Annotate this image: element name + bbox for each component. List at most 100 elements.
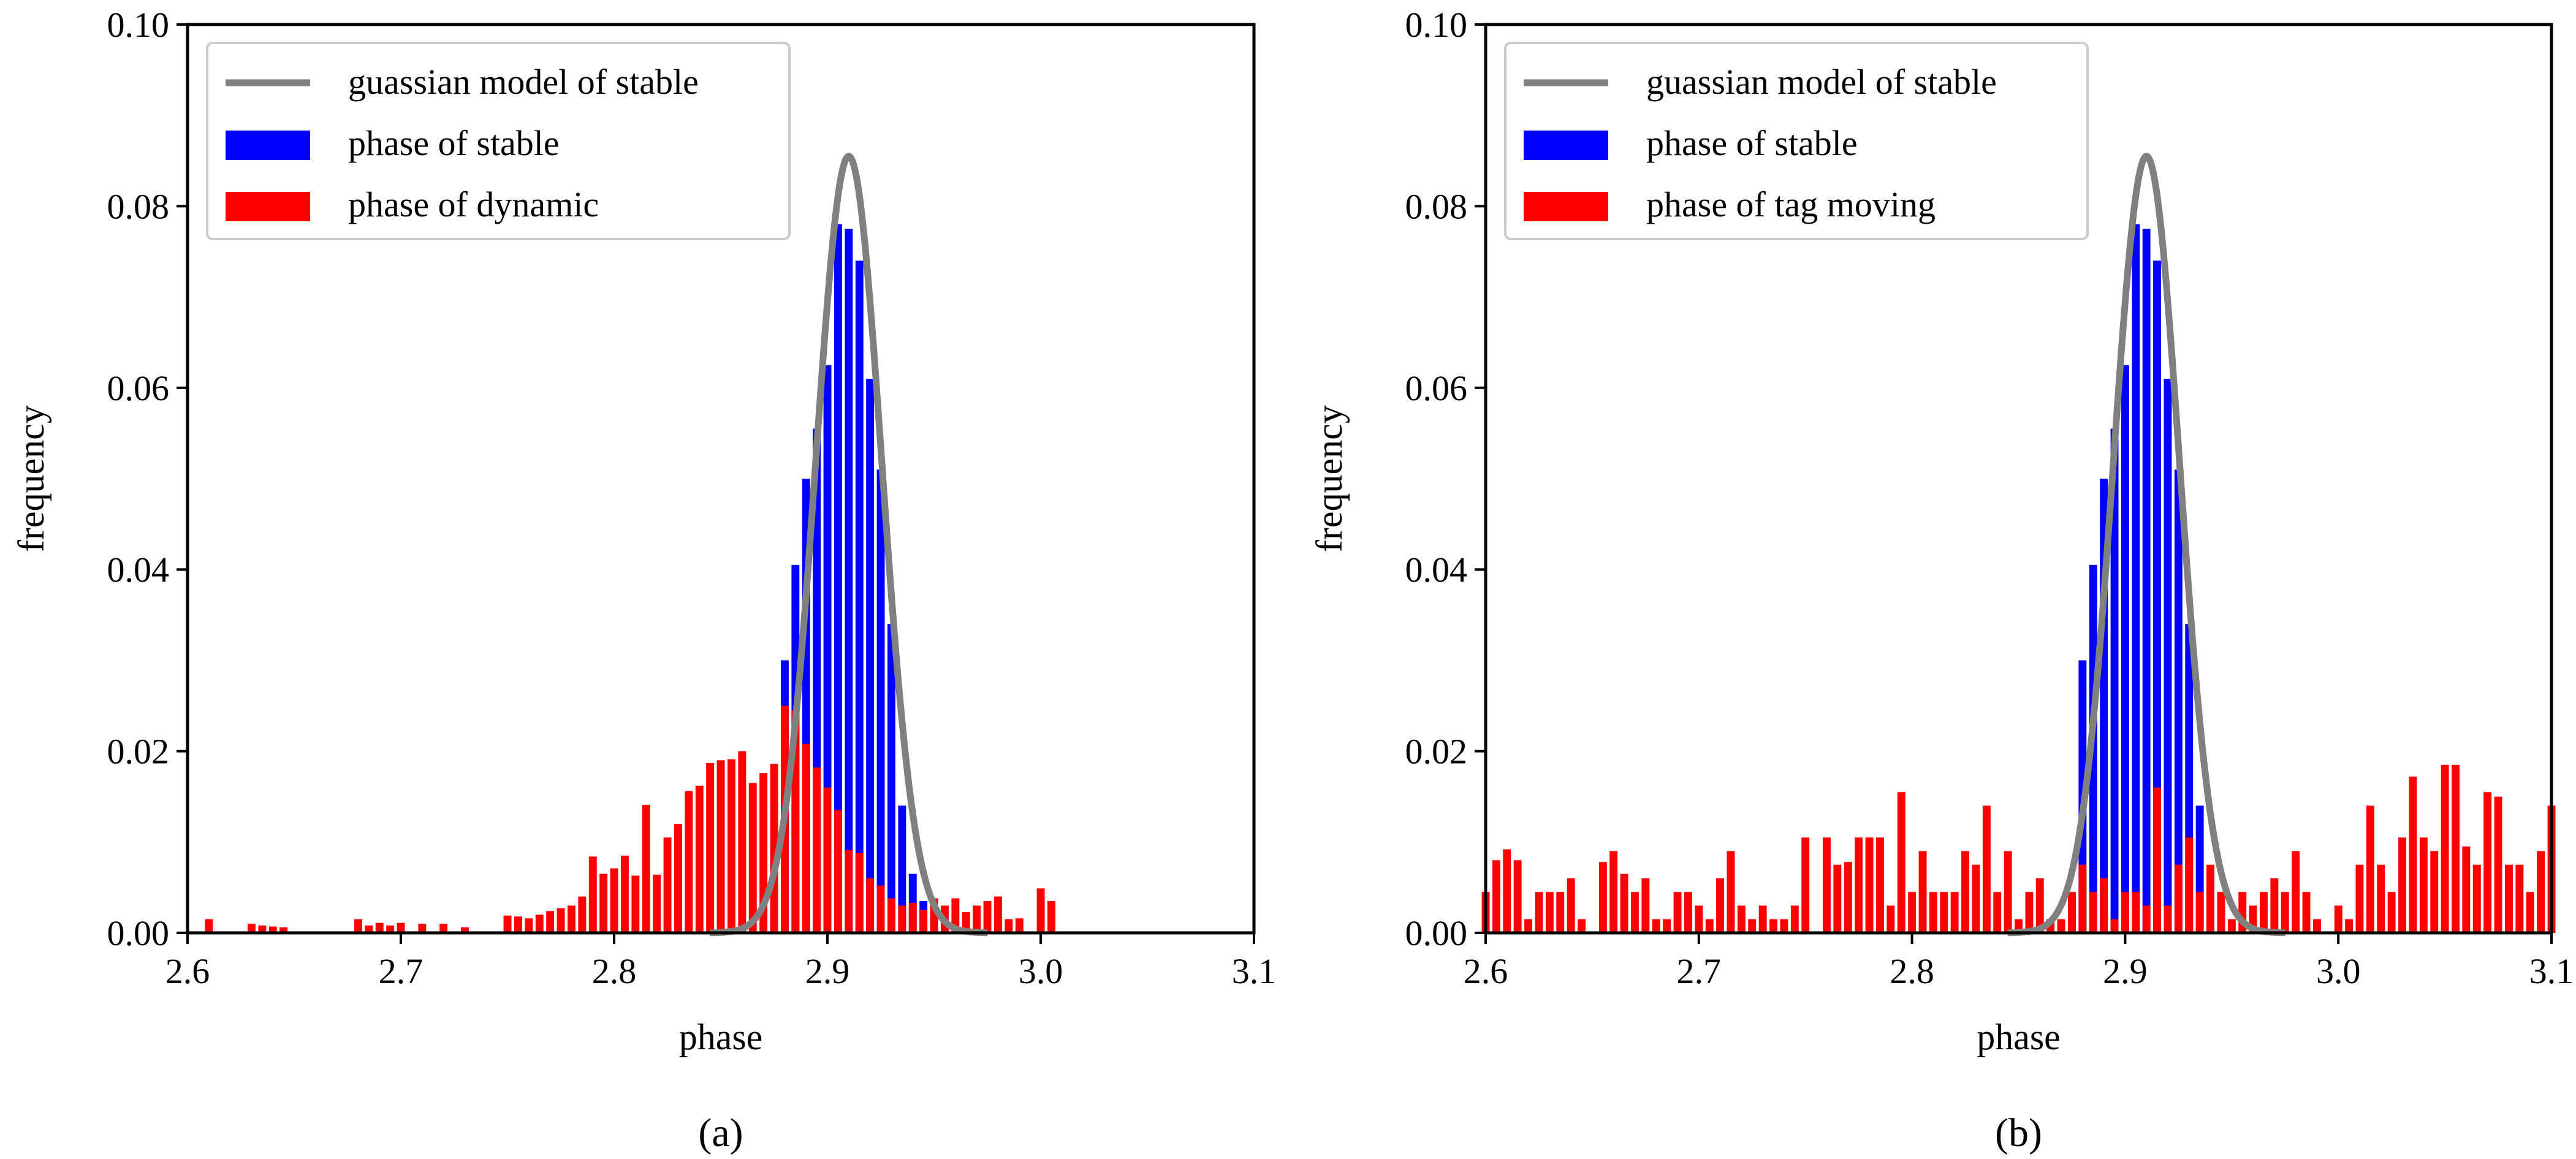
bar-b-other-94 [2515,864,2524,933]
bar-b-other-91 [2483,792,2492,933]
bar-b-other-77 [2334,905,2342,933]
panel-a-gaussian-curve [710,153,988,937]
bar-a-other-33 [716,760,725,933]
bar-b-other-8 [1567,878,1575,933]
bar-a-other-43 [823,787,832,933]
panel-b-legend: guassian model of stable phase of stable… [1504,42,2089,240]
bar-b-other-63 [2174,864,2183,933]
bar-b-other-45 [1982,805,1991,933]
bar-a-other-57 [973,905,981,933]
panel-b-x-axis: 2.6 2.7 2.8 2.9 3.0 3.1 [1464,933,2574,991]
x-tick-label: 2.7 [379,951,424,991]
bar-a-other-50 [898,905,906,933]
bar-b-other-36 [1886,905,1895,933]
bar-a-stable-8 [855,260,864,933]
bar-b-other-43 [1961,851,1969,933]
bar-b-other-59 [2132,892,2140,933]
bar-b-other-74 [2292,851,2300,933]
bar-a-other-9 [397,922,405,933]
bar-b-other-23 [1737,905,1746,933]
bar-b-other-19 [1695,905,1703,933]
bar-a-other-61 [1015,918,1024,933]
bar-b-other-50 [2035,878,2044,933]
bar-a-other-29 [674,824,682,933]
bar-b-other-78 [2345,919,2354,933]
bar-b-other-33 [1855,837,1863,933]
bar-b-other-79 [2355,864,2364,933]
x-tick-label: 2.8 [592,951,637,991]
y-tick-label: 0.10 [1405,5,1468,45]
bar-b-other-76 [2313,919,2321,933]
bar-a-other-27 [653,875,661,933]
panel-a-y-axis-label: frequency [11,405,51,552]
bar-b-other-17 [1673,892,1682,933]
bar-b-other-42 [1950,892,1959,933]
bar-a-other-21 [588,856,597,933]
bar-b-other-3 [1513,860,1522,933]
bar-a-other-20 [578,896,587,933]
bar-a-stable-10 [876,469,885,933]
bar-b-other-96 [2537,851,2545,933]
bar-b-other-67 [2217,892,2225,933]
bar-b-other-11 [1609,851,1618,933]
bar-a-other-16 [535,914,544,933]
bar-b-other-13 [1631,892,1639,933]
bar-b-other-81 [2377,864,2385,933]
bar-b-other-80 [2366,805,2374,933]
bar-b-other-30 [1823,837,1831,933]
bar-b-other-52 [2057,919,2065,933]
y-tick-label: 0.06 [107,368,170,408]
bar-a-other-36 [748,783,757,933]
bar-a-other-51 [908,903,917,933]
bar-a-other-32 [706,762,715,933]
bar-b-other-38 [1908,892,1917,933]
bar-b-other-60 [2142,905,2151,933]
bar-a-other-2 [258,925,267,933]
bar-b-other-2 [1503,849,1511,933]
panel-a-y-axis: 0.00 0.02 0.04 0.06 0.08 0.10 [107,5,188,953]
bar-a-other-13 [503,915,512,933]
panel-a-legend-swatch-dynamic [226,192,310,221]
bar-b-other-5 [1535,892,1543,933]
bar-a-other-17 [546,911,555,933]
bar-a-other-4 [279,927,288,933]
bar-b-other-55 [2089,892,2097,933]
bar-a-other-47 [866,878,875,933]
bar-b-other-95 [2526,892,2534,933]
bar-a-other-35 [738,751,747,933]
bar-a-other-28 [663,837,672,933]
panel-a-caption: (a) [698,1111,743,1155]
panel-b: 2.6 2.7 2.8 2.9 3.0 3.1 0.000.020.040.060.080… [1309,5,2574,1155]
x-tick-label: 2.6 [165,951,210,991]
bar-b-other-39 [1918,851,1927,933]
bar-b-other-56 [2100,878,2108,933]
x-tick-label: 2.9 [805,951,850,991]
y-tick-label: 0.00 [1405,913,1468,953]
panel-b-gaussian-curve [2007,153,2285,937]
bar-a-other-10 [418,924,427,933]
bar-b-other-44 [1972,864,1980,933]
bar-b-other-68 [2227,919,2236,933]
bar-a-other-48 [876,885,885,933]
x-tick-label: 3.1 [2529,951,2574,991]
x-tick-label: 2.6 [1464,951,1508,991]
panel-b-legend-swatch-tag-moving [1524,192,1608,221]
bar-a-stable-6 [834,224,842,933]
bar-a-other-22 [599,873,608,933]
panel-a-legend-box [206,42,791,240]
panel-a-x-axis-label: phase [679,1017,763,1057]
bar-b-other-93 [2505,864,2513,933]
bar-b-other-6 [1545,892,1554,933]
bar-a-other-60 [1005,919,1013,933]
bar-b-other-15 [1652,919,1660,933]
bar-b-other-89 [2462,846,2471,933]
bar-a-other-6 [365,925,373,933]
bar-b-other-24 [1748,919,1757,933]
bar-b-other-57 [2110,919,2119,933]
bar-b-other-65 [2195,892,2204,933]
bar-a-other-1 [248,924,256,933]
panel-a-plot-frame [186,23,1256,935]
bar-b-other-37 [1897,792,1905,933]
bar-b-other-64 [2185,837,2194,933]
bar-b-other-26 [1769,919,1777,933]
